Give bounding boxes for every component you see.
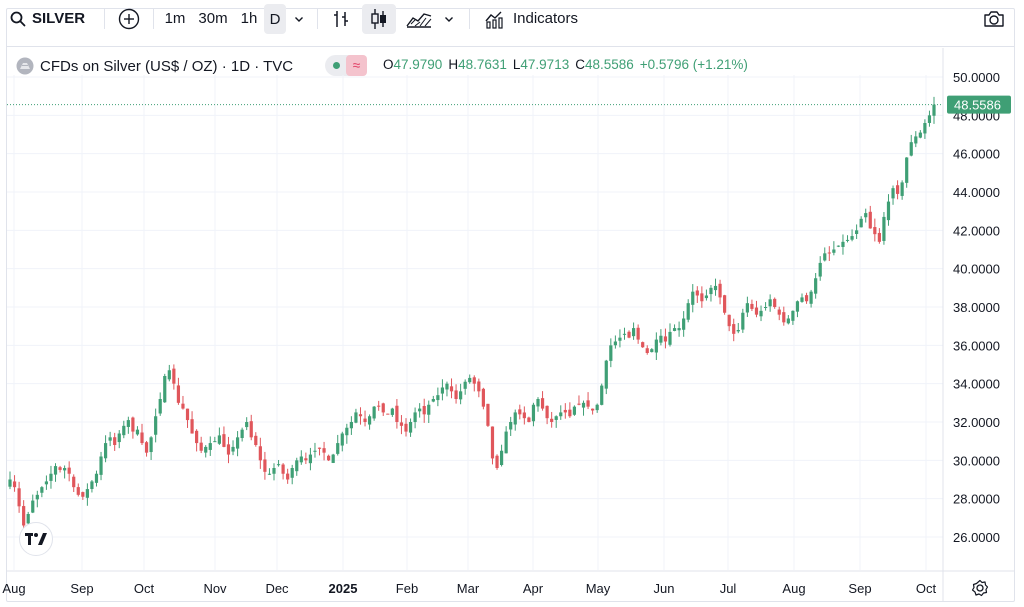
interval-dropdown[interactable] xyxy=(290,0,308,37)
snapshot-button[interactable] xyxy=(978,0,1010,37)
candles-style-button[interactable] xyxy=(362,4,396,34)
symbol-name: SILVER xyxy=(32,10,86,27)
high-value: 48.7631 xyxy=(458,57,507,72)
interval-d-button[interactable]: D xyxy=(264,4,286,34)
compare-symbol-button[interactable] xyxy=(115,0,143,37)
close-value: 48.5586 xyxy=(584,57,634,72)
tradingview-logo-icon xyxy=(25,533,47,545)
symbol-search-button[interactable]: SILVER xyxy=(10,0,85,37)
low-value: 47.9713 xyxy=(520,57,570,72)
indicators-button[interactable]: Indicators xyxy=(481,0,581,37)
series-legend: CFDs on Silver (US$ / OZ) · 1D · TVC xyxy=(16,56,293,76)
low-label: L xyxy=(512,57,521,72)
change-value: +0.5796 (+1.21%) xyxy=(639,57,748,72)
top-toolbar xyxy=(6,9,1014,47)
indicators-icon xyxy=(485,11,503,29)
bars-style-button[interactable] xyxy=(326,0,356,37)
open-label: O xyxy=(383,57,394,72)
chevron-down-icon xyxy=(295,16,303,22)
tradingview-logo[interactable] xyxy=(19,522,53,556)
chart-style-dropdown[interactable] xyxy=(440,0,458,37)
chart-widget xyxy=(6,8,1015,602)
open-value: 47.9790 xyxy=(393,57,443,72)
chevron-down-icon xyxy=(445,16,453,22)
search-icon xyxy=(10,11,26,26)
market-open-dot xyxy=(333,62,340,69)
area-style-button[interactable] xyxy=(403,0,435,37)
camera-icon xyxy=(984,10,1004,27)
ohlc-values: O 47.9790 H 48.7631 L 47.9713 C 48.5586 +0.5… xyxy=(383,57,748,72)
settings-gear-icon[interactable] xyxy=(971,579,989,597)
close-label: C xyxy=(575,57,585,72)
candles-icon xyxy=(371,9,386,29)
delayed-data-icon[interactable]: ≈ xyxy=(346,55,367,76)
bar-chart-icon xyxy=(334,10,348,27)
indicators-label: Indicators xyxy=(512,10,579,27)
series-title[interactable]: CFDs on Silver (US$ / OZ) · 1D · TVC xyxy=(40,57,294,75)
area-chart-icon xyxy=(406,12,432,28)
interval-1m-button[interactable]: 1m xyxy=(164,10,186,27)
silver-symbol-icon xyxy=(16,57,34,75)
add-symbol-icon xyxy=(118,8,140,29)
interval-1h-button[interactable]: 1h xyxy=(240,10,258,27)
high-label: H xyxy=(448,57,459,72)
interval-30m-button[interactable]: 30m xyxy=(198,10,228,27)
